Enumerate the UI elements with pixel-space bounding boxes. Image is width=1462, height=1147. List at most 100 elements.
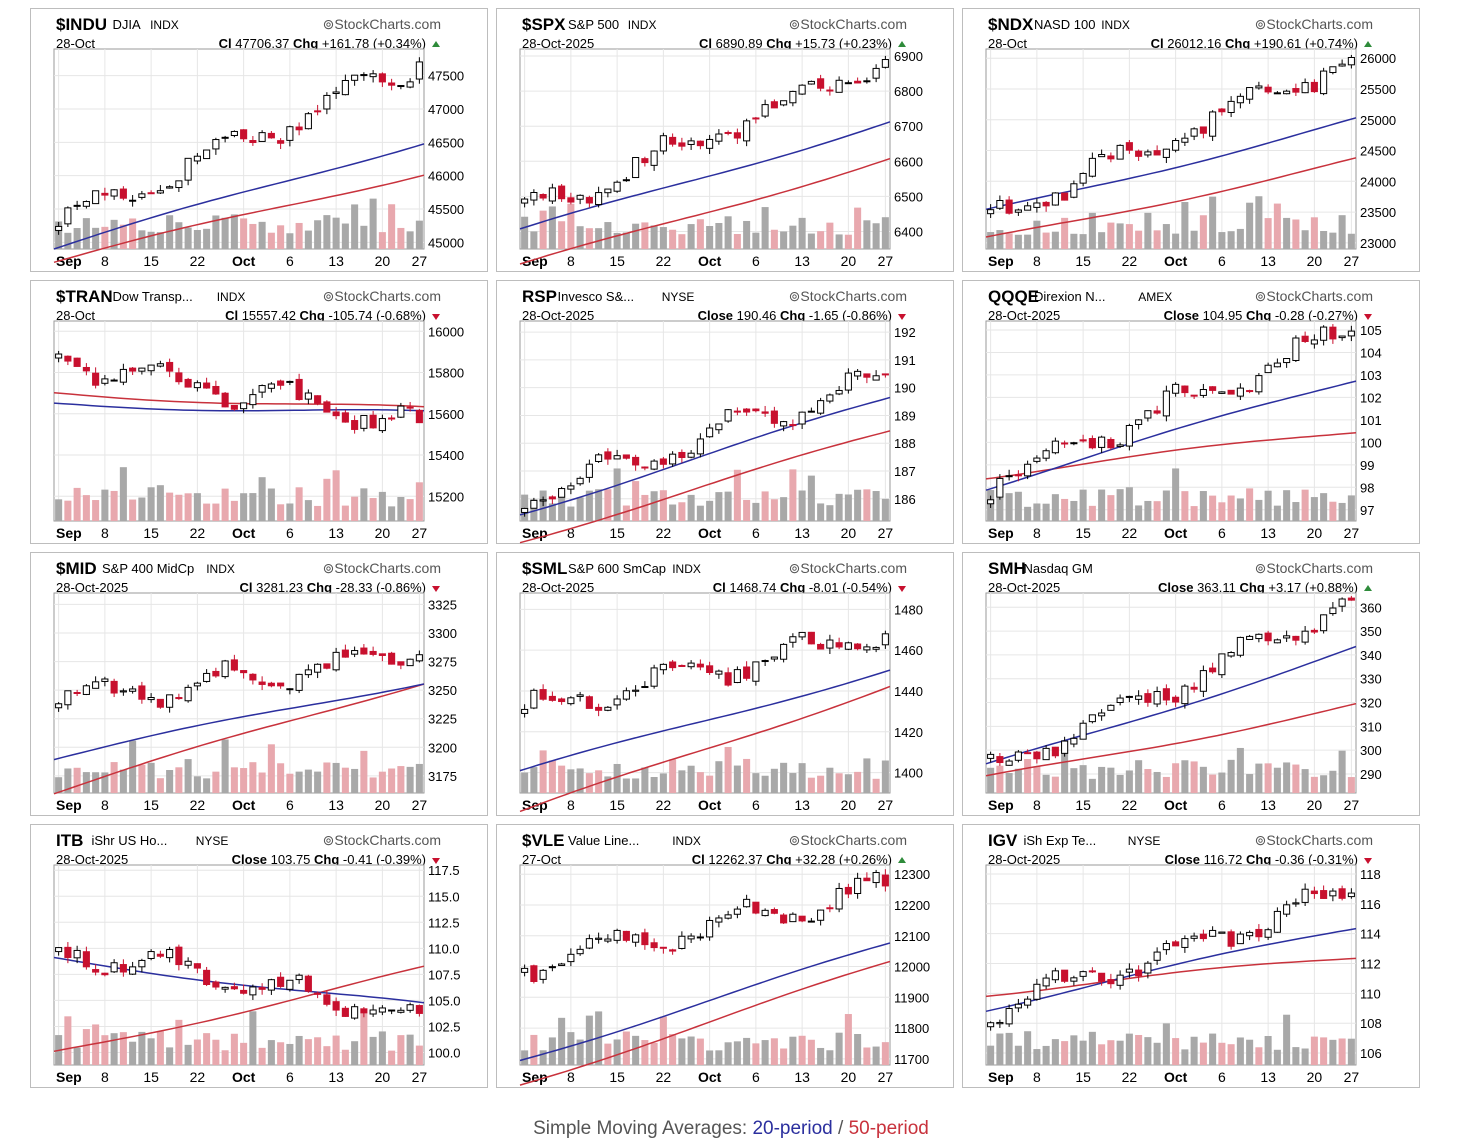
volume-bar bbox=[548, 760, 556, 793]
volume-bar bbox=[55, 499, 63, 521]
candle-body bbox=[521, 507, 529, 513]
chart-panel-qqqe[interactable]: QQQE Direxion N... AMEX ⊚StockCharts.com 28… bbox=[962, 280, 1420, 544]
volume-bar bbox=[175, 222, 183, 249]
volume-bar bbox=[203, 1033, 211, 1065]
chart-panel-ndx[interactable]: $NDX NASD 100 INDX ⊚StockCharts.com 28-Oct C… bbox=[962, 8, 1420, 272]
sma-20-line bbox=[519, 121, 891, 230]
x-tick-label: 20 bbox=[1307, 253, 1323, 269]
candle-body bbox=[138, 367, 146, 372]
candle-body bbox=[1144, 151, 1152, 156]
chart-panel-spx[interactable]: $SPX S&P 500 INDX ⊚StockCharts.com 28-Oct-2… bbox=[496, 8, 954, 272]
candle-body bbox=[360, 74, 368, 77]
volume-bar bbox=[604, 489, 612, 521]
sma-20-line bbox=[519, 669, 891, 772]
volume-bar bbox=[1273, 1049, 1281, 1065]
volume-bar bbox=[166, 1047, 174, 1065]
volume-bar bbox=[1014, 768, 1022, 793]
chart-svg: $SPX S&P 500 INDX ⊚StockCharts.com 28-Oct-2… bbox=[519, 15, 923, 269]
volume-bar bbox=[1338, 750, 1346, 793]
candle-body bbox=[798, 84, 806, 95]
chart-panel-rsp[interactable]: RSP Invesco S&... NYSE ⊚StockCharts.com 28-… bbox=[496, 280, 954, 544]
chart-panel-tran[interactable]: $TRAN Dow Transp... INDX ⊚StockCharts.com 2… bbox=[30, 280, 488, 544]
volume-bar bbox=[341, 223, 349, 249]
legend-ma50[interactable]: 50-period bbox=[848, 1118, 929, 1139]
candle-body bbox=[110, 379, 118, 382]
candle-body bbox=[987, 753, 995, 759]
volume-bar bbox=[872, 778, 880, 793]
x-tick-label: 27 bbox=[878, 1069, 894, 1085]
volume-bar bbox=[369, 198, 377, 249]
volume-bar bbox=[724, 1042, 732, 1065]
volume-bar bbox=[1338, 502, 1346, 521]
candle-body bbox=[55, 947, 63, 953]
chart-panel-vle[interactable]: $VLE Value Line... INDX ⊚StockCharts.com 27… bbox=[496, 824, 954, 1088]
volume-bar bbox=[1283, 1014, 1291, 1065]
candle-body bbox=[129, 199, 137, 202]
candle-body bbox=[576, 694, 584, 697]
chart-panel-smh[interactable]: SMH Nasdaq GM ⊚StockCharts.com 28-Oct-2025 C… bbox=[962, 552, 1420, 816]
x-tick-label: 27 bbox=[878, 525, 894, 541]
x-tick-label: Sep bbox=[988, 1069, 1014, 1085]
candle-body bbox=[521, 708, 529, 714]
volume-bar bbox=[341, 767, 349, 793]
volume-bar bbox=[304, 500, 312, 521]
candle-body bbox=[632, 157, 640, 179]
candle-body bbox=[835, 887, 843, 910]
volume-bar bbox=[221, 217, 229, 249]
volume-bar bbox=[1320, 775, 1328, 793]
candle-body bbox=[175, 946, 183, 966]
volume-bar bbox=[175, 767, 183, 793]
chart-panel-mid[interactable]: $MID S&P 400 MidCp INDX ⊚StockCharts.com 28… bbox=[30, 552, 488, 816]
candle-body bbox=[789, 424, 797, 427]
y-tick-label: 11800 bbox=[894, 1021, 929, 1036]
y-tick-label: 3300 bbox=[428, 626, 457, 641]
candle-body bbox=[622, 930, 630, 941]
y-tick-label: 45000 bbox=[428, 235, 464, 250]
volume-bar bbox=[1144, 212, 1152, 249]
chart-panel-sml[interactable]: $SML S&P 600 SmCap INDX ⊚StockCharts.com 28… bbox=[496, 552, 954, 816]
chart-panel-indu[interactable]: $INDU DJIA INDX ⊚StockCharts.com 28-Oct Cl 4… bbox=[30, 8, 488, 272]
candle-body bbox=[73, 204, 81, 207]
volume-bar bbox=[55, 777, 63, 793]
x-tick-label: 22 bbox=[656, 525, 672, 541]
candle-body bbox=[996, 477, 1004, 498]
candle-body bbox=[613, 929, 621, 941]
candle-body bbox=[789, 636, 797, 643]
volume-bar bbox=[733, 233, 741, 249]
x-tick-label: 13 bbox=[328, 253, 344, 269]
volume-bar bbox=[1061, 1041, 1069, 1065]
y-tick-label: 15600 bbox=[428, 407, 464, 422]
volume-bar bbox=[558, 221, 566, 249]
chart-panel-itb[interactable]: ITB iShr US Ho... NYSE ⊚StockCharts.com 28-… bbox=[30, 824, 488, 1088]
candle-body bbox=[295, 378, 303, 401]
volume-bar bbox=[388, 1050, 396, 1065]
volume-bar bbox=[881, 217, 889, 249]
chart-svg: $TRAN Dow Transp... INDX ⊚StockCharts.com 2… bbox=[53, 287, 464, 541]
candle-body bbox=[295, 974, 303, 981]
volume-bar bbox=[1255, 196, 1263, 249]
candle-body bbox=[1144, 410, 1152, 419]
candle-body bbox=[1135, 419, 1143, 425]
volume-bar bbox=[715, 761, 723, 793]
volume-bar bbox=[184, 493, 192, 521]
volume-bar bbox=[1014, 491, 1022, 521]
candle-body bbox=[101, 972, 109, 976]
volume-bar bbox=[1181, 760, 1189, 793]
legend-ma20[interactable]: 20-period bbox=[752, 1118, 833, 1139]
candle-body bbox=[854, 370, 862, 377]
volume-bar bbox=[415, 482, 423, 521]
candle-body bbox=[193, 155, 201, 162]
volume-bar bbox=[987, 1045, 995, 1065]
chart-panel-igv[interactable]: IGV iSh Exp Te... NYSE ⊚StockCharts.com 28-… bbox=[962, 824, 1420, 1088]
candle-body bbox=[1283, 635, 1291, 639]
candle-body bbox=[780, 421, 788, 427]
volume-bar bbox=[1310, 497, 1318, 521]
candle-body bbox=[406, 658, 414, 667]
candle-body bbox=[314, 992, 322, 995]
volume-bar bbox=[1135, 760, 1143, 793]
candle-body bbox=[304, 975, 312, 992]
volume-bar bbox=[1320, 493, 1328, 521]
chart-svg: $VLE Value Line... INDX ⊚StockCharts.com 27… bbox=[519, 831, 930, 1086]
candle-body bbox=[687, 140, 695, 145]
volume-bar bbox=[1264, 1035, 1272, 1065]
